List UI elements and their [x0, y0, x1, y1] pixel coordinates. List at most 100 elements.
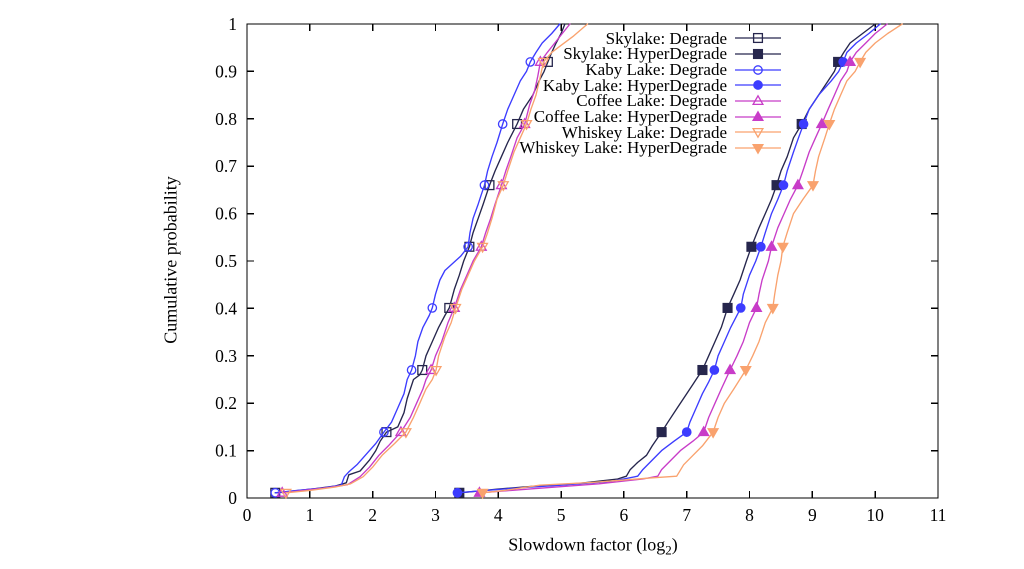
triangle-down-open-marker: [751, 128, 765, 139]
circle-marker: [756, 241, 766, 252]
legend-sample-whiskey-lake-degrade: [735, 128, 781, 139]
triangle-marker: [791, 178, 804, 190]
x-tick-label: 6: [620, 505, 629, 525]
circle-marker: [735, 303, 746, 313]
x-tick-label: 7: [682, 505, 691, 525]
x-tick-label: 9: [808, 505, 817, 525]
series-line-whiskey-lake-degrade: [285, 23, 589, 494]
square-marker: [697, 364, 708, 376]
x-tick-label: 11: [930, 505, 947, 525]
x-axis-title: Slowdown factor (log2): [508, 534, 678, 558]
triangle-down-open-marker: [476, 242, 489, 254]
legend-sample-coffee-lake-hyperdegrade: [735, 110, 781, 121]
y-axis-title: Cumulative probability: [160, 176, 181, 344]
triangle-down-open-marker: [520, 119, 533, 131]
square-marker: [722, 302, 733, 313]
legend-row-kaby-lake-hyperdegrade: Kaby Lake: HyperDegrade: [542, 75, 781, 95]
series-kaby-lake-degrade: [270, 23, 561, 498]
triangle-down-marker: [823, 119, 836, 131]
circle-open-marker: [427, 303, 438, 313]
triangle-down-marker: [776, 242, 789, 254]
series-kaby-lake-hyperdegrade: [452, 23, 881, 498]
circle-open-marker: [479, 180, 490, 191]
triangle-open-marker: [394, 425, 407, 437]
x-tick-label: 3: [431, 505, 440, 525]
triangle-down-open-marker: [449, 303, 462, 315]
y-tick-label: 0.7: [215, 156, 237, 176]
tick-labels: 0 1 2 3 4 5 6 7 8 9 10 11 0 0.1 0.2 0.3 0.4 0.5 0.6 0.7 0.8 0…: [215, 14, 946, 525]
legend-sample-coffee-lake-degrade: [735, 94, 781, 106]
triangle-marker: [815, 117, 828, 129]
x-tick-label: 5: [557, 505, 566, 525]
series-line-coffee-lake-degrade: [281, 23, 571, 494]
circle-marker: [778, 180, 789, 191]
legend-label: Coffee Lake: Degrade: [576, 91, 727, 111]
x-axis-title-subscript: 2: [665, 542, 672, 558]
y-tick-label: 0.6: [215, 204, 237, 224]
legend-label: Kaby Lake: HyperDegrade: [542, 75, 727, 95]
legend-sample-skylake-hyperdegrade: [735, 48, 781, 60]
triangle-marker: [724, 363, 737, 375]
triangle-marker: [844, 55, 857, 66]
series-whiskey-lake-degrade: [279, 23, 589, 500]
y-tick-label: 0.8: [215, 109, 237, 129]
circle-marker: [681, 427, 692, 437]
legend-row-kaby-lake-degrade: Kaby Lake: Degrade: [585, 59, 781, 79]
square-marker: [746, 241, 757, 252]
legend-row-coffee-lake-hyperdegrade: Coffee Lake: HyperDegrade: [533, 106, 781, 126]
triangle-down-marker: [707, 428, 720, 439]
circle-open-marker: [379, 427, 389, 437]
circle-marker: [709, 365, 720, 375]
triangle-marker: [750, 301, 763, 312]
triangle-marker: [765, 240, 778, 251]
y-tick-label: 0.3: [215, 346, 237, 366]
y-tick-label: 0: [228, 488, 237, 508]
circle-open-marker: [497, 119, 508, 129]
legend-row-whiskey-lake-degrade: Whiskey Lake: Degrade: [561, 122, 781, 142]
legend-sample-skylake-degrade: [735, 33, 781, 44]
x-tick-label: 8: [745, 505, 754, 525]
triangle-down-marker: [854, 57, 867, 69]
circle-marker: [753, 80, 763, 91]
x-tick-label: 4: [494, 505, 503, 525]
circle-marker: [798, 119, 809, 129]
triangle-down-marker: [476, 488, 489, 500]
x-axis-title-text: Slowdown factor (log: [508, 534, 666, 555]
triangle-marker: [751, 110, 765, 121]
y-tick-label: 0.4: [215, 298, 237, 318]
circle-open-marker: [406, 365, 417, 375]
legend-sample-whiskey-lake-hyperdegrade: [735, 144, 781, 155]
triangle-down-open-marker: [279, 488, 292, 500]
x-tick-label: 2: [368, 505, 377, 525]
legend-row-skylake-degrade: Skylake: Degrade: [606, 30, 781, 46]
triangle-open-marker: [534, 55, 547, 66]
x-tick-label: 10: [866, 505, 884, 525]
circle-open-marker: [463, 241, 473, 252]
triangle-open-marker: [276, 486, 289, 497]
x-axis-title-suffix: ): [671, 534, 678, 555]
y-tick-label: 0.1: [215, 441, 237, 461]
legend-sample-kaby-lake-degrade: [735, 64, 781, 75]
triangle-down-marker: [766, 303, 779, 315]
series-line-kaby-lake-degrade: [274, 23, 561, 494]
legend-label: Kaby Lake: Degrade: [585, 59, 727, 79]
triangle-down-marker: [806, 181, 820, 192]
circle-open-marker: [525, 57, 536, 67]
legend-row-skylake-hyperdegrade: Skylake: HyperDegrade: [563, 44, 781, 64]
square-open-marker: [417, 364, 428, 376]
triangle-down-open-marker: [399, 428, 412, 439]
legend-label: Whiskey Lake: Degrade: [561, 122, 727, 142]
legend-label: Skylake: HyperDegrade: [563, 44, 727, 64]
triangle-down-open-marker: [497, 181, 510, 192]
legend-row-coffee-lake-degrade: Coffee Lake: Degrade: [576, 91, 781, 111]
series-whiskey-lake-hyperdegrade: [476, 23, 903, 500]
triangle-down-open-marker: [537, 57, 550, 69]
legend-sample-kaby-lake-hyperdegrade: [735, 80, 781, 91]
circle-open-marker: [753, 64, 763, 75]
legend-label: Coffee Lake: HyperDegrade: [533, 106, 727, 126]
y-tick-label: 0.9: [215, 61, 237, 81]
y-tick-label: 0.5: [215, 251, 237, 271]
y-tick-label: 0.2: [215, 393, 237, 413]
